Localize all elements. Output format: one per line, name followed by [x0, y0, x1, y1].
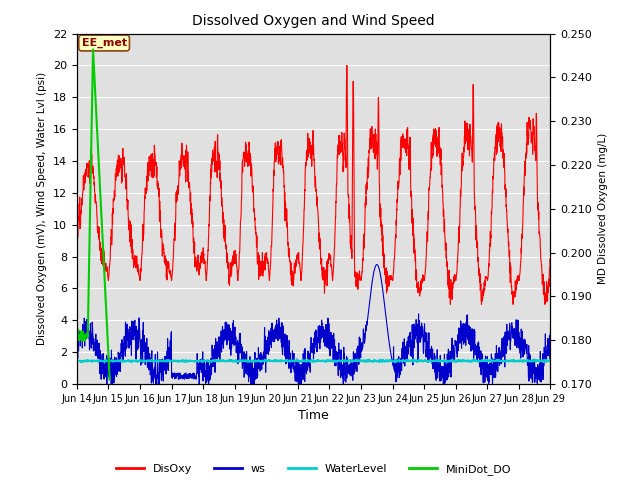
ws	[505, 337, 513, 343]
DisOxy	[73, 229, 81, 235]
Title: Dissolved Oxygen and Wind Speed: Dissolved Oxygen and Wind Speed	[192, 14, 435, 28]
DisOxy	[327, 252, 335, 258]
Line: DisOxy: DisOxy	[77, 65, 550, 304]
MiniDot_DO	[73, 335, 81, 340]
ws	[337, 347, 345, 353]
ws	[373, 262, 381, 267]
ws	[547, 330, 554, 336]
ws	[451, 345, 459, 351]
ws	[327, 329, 335, 335]
X-axis label: Time: Time	[298, 409, 329, 422]
Y-axis label: Dissolved Oxygen (mV), Wind Speed, Water Lvl (psi): Dissolved Oxygen (mV), Wind Speed, Water…	[37, 72, 47, 346]
DisOxy	[451, 273, 459, 279]
ws	[103, 381, 111, 387]
WaterLevel	[547, 359, 554, 365]
Line: WaterLevel: WaterLevel	[77, 360, 550, 362]
WaterLevel	[205, 358, 213, 364]
DisOxy	[205, 222, 212, 228]
WaterLevel	[128, 360, 136, 365]
WaterLevel	[505, 359, 513, 364]
Legend: DisOxy, ws, WaterLevel, MiniDot_DO: DisOxy, ws, WaterLevel, MiniDot_DO	[111, 460, 516, 480]
DisOxy	[343, 62, 351, 68]
Line: ws: ws	[77, 264, 550, 384]
WaterLevel	[518, 358, 526, 363]
Text: EE_met: EE_met	[81, 38, 127, 48]
DisOxy	[447, 301, 454, 307]
Line: MiniDot_DO: MiniDot_DO	[77, 49, 109, 380]
ws	[205, 368, 213, 373]
WaterLevel	[451, 359, 459, 365]
Y-axis label: MD Dissolved Oxygen (mg/L): MD Dissolved Oxygen (mg/L)	[598, 133, 607, 285]
DisOxy	[505, 250, 513, 255]
WaterLevel	[327, 358, 335, 364]
ws	[518, 348, 526, 354]
ws	[73, 343, 81, 349]
DisOxy	[337, 146, 345, 152]
DisOxy	[518, 233, 526, 239]
WaterLevel	[73, 358, 81, 364]
WaterLevel	[409, 357, 417, 362]
DisOxy	[547, 262, 554, 267]
WaterLevel	[337, 359, 345, 364]
